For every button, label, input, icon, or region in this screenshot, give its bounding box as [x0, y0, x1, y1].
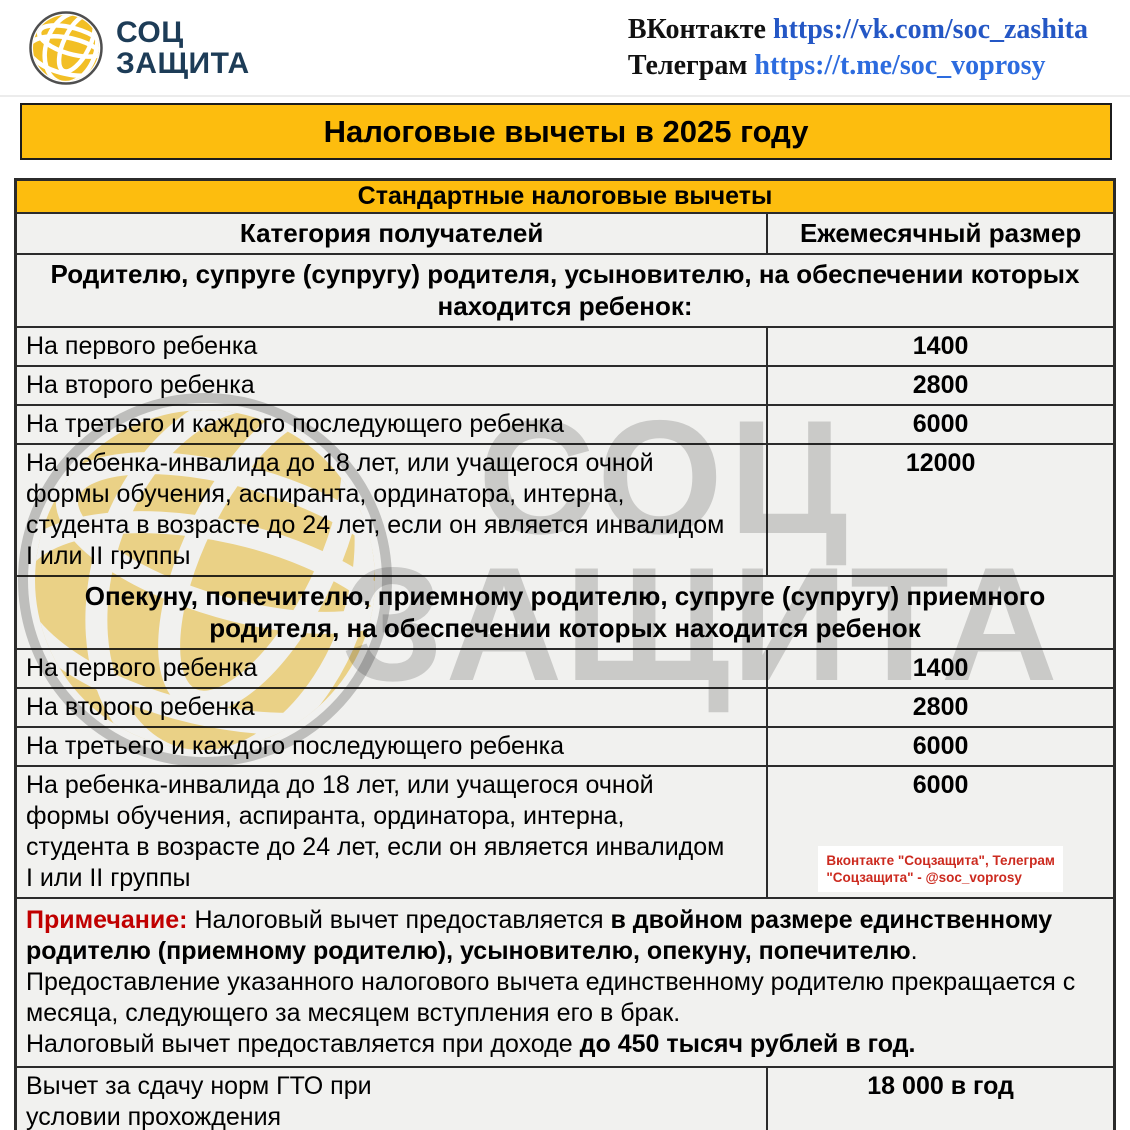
logo-line2: ЗАЩИТА: [116, 47, 250, 80]
table-row: На второго ребенка 2800: [14, 364, 1116, 406]
watermark-stamp: Вконтакте "Соцзащита", Телеграм "Соцзащи…: [818, 845, 1063, 892]
row-value: 6000: [766, 725, 1116, 767]
row-label: На первого ребенка: [14, 647, 769, 689]
row-label: Вычет за сдачу норм ГТО при условии прох…: [14, 1065, 769, 1130]
row-label: На третьего и каждого последующего ребен…: [14, 403, 769, 445]
section1-title: Родителю, супруге (супругу) родителя, ус…: [14, 252, 1116, 328]
note-seg3: .: [910, 936, 918, 965]
gto-row: Вычет за сдачу норм ГТО при условии прох…: [14, 1065, 1116, 1130]
note-line3-bold: до 450 тысяч рублей в год.: [579, 1029, 916, 1058]
row-value: 6000 Вконтакте "Соцзащита", Телеграм "Со…: [766, 764, 1116, 899]
note: Примечание: Налоговый вычет предоставляе…: [14, 896, 1116, 1068]
table-row: На ребенка-инвалида до 18 лет, или учаще…: [14, 764, 1116, 899]
globe-logo-icon: [29, 11, 103, 85]
row-value: 2800: [766, 364, 1116, 406]
row-label: На второго ребенка: [14, 686, 769, 728]
row-label: На третьего и каждого последующего ребен…: [14, 725, 769, 767]
table-row: На третьего и каждого последующего ребен…: [14, 403, 1116, 445]
row-value: 1400: [766, 325, 1116, 367]
tg-label: Телеграм: [627, 50, 755, 81]
note-seg1: Налоговый вычет предоставляется: [187, 905, 611, 934]
logo-line1: СОЦ: [116, 16, 184, 49]
row-label: На ребенка-инвалида до 18 лет, или учаще…: [14, 764, 769, 899]
row-value: 2800: [766, 686, 1116, 728]
row-label: На первого ребенка: [14, 325, 769, 367]
note-seg2: в двойном размере единственному родителю…: [26, 905, 1053, 965]
note-row: Примечание: Налоговый вычет предоставляе…: [14, 896, 1116, 1068]
row-value: 12000: [766, 442, 1116, 577]
social-links: ВКонтакте https://vk.com/soc_zashita Тел…: [628, 12, 1088, 84]
section2-title: Опекуну, попечителю, приемному родителю,…: [14, 574, 1116, 650]
tg-link[interactable]: https://t.me/soc_voprosy: [754, 50, 1046, 81]
column-header-category: Категория получателей: [14, 211, 769, 255]
table-row: На ребенка-инвалида до 18 лет, или учаще…: [14, 442, 1116, 577]
table-row: На второго ребенка 2800: [14, 686, 1116, 728]
section1-header-row: Родителю, супруге (супругу) родителя, ус…: [14, 252, 1116, 328]
row-value: 18 000 в год: [766, 1065, 1116, 1130]
column-header-amount: Ежемесячный размер: [766, 211, 1116, 255]
watermark-stamp-line1: Вконтакте "Соцзащита", Телеграм: [826, 852, 1055, 868]
section2-header-row: Опекуну, попечителю, приемному родителю,…: [14, 574, 1116, 650]
vk-link[interactable]: https://vk.com/soc_zashita: [773, 14, 1088, 45]
column-header-row: Категория получателей Ежемесячный размер: [14, 211, 1116, 255]
row-label: На ребенка-инвалида до 18 лет, или учаще…: [14, 442, 769, 577]
row-value: 6000: [766, 403, 1116, 445]
tg-row: Телеграм https://t.me/soc_voprosy: [628, 48, 1088, 84]
page-header: СОЦ ЗАЩИТА ВКонтакте https://vk.com/soc_…: [0, 0, 1130, 97]
note-label: Примечание:: [26, 905, 188, 934]
tax-deduction-table: Стандартные налоговые вычеты Категория п…: [14, 178, 1116, 1130]
table-header-row: Стандартные налоговые вычеты: [14, 178, 1116, 214]
vk-row: ВКонтакте https://vk.com/soc_zashita: [628, 12, 1088, 48]
note-line3: Налоговый вычет предоставляется при дохо…: [26, 1029, 580, 1058]
table-row: На третьего и каждого последующего ребен…: [14, 725, 1116, 767]
page-title: Налоговые вычеты в 2025 году: [20, 103, 1112, 160]
note-line2: Предоставление указанного налогового выч…: [26, 967, 1076, 1027]
vk-label: ВКонтакте: [627, 14, 773, 45]
watermark-stamp-line2: "Соцзащита" - @soc_voprosy: [826, 869, 1022, 885]
table-row: На первого ребенка 1400: [14, 325, 1116, 367]
row-value-text: 6000: [912, 770, 969, 799]
table-row: На первого ребенка 1400: [14, 647, 1116, 689]
row-label: На второго ребенка: [14, 364, 769, 406]
row-value: 1400: [766, 647, 1116, 689]
logo-text: СОЦ ЗАЩИТА: [116, 17, 250, 79]
table-header: Стандартные налоговые вычеты: [14, 178, 1116, 214]
logo: СОЦ ЗАЩИТА: [28, 10, 250, 86]
